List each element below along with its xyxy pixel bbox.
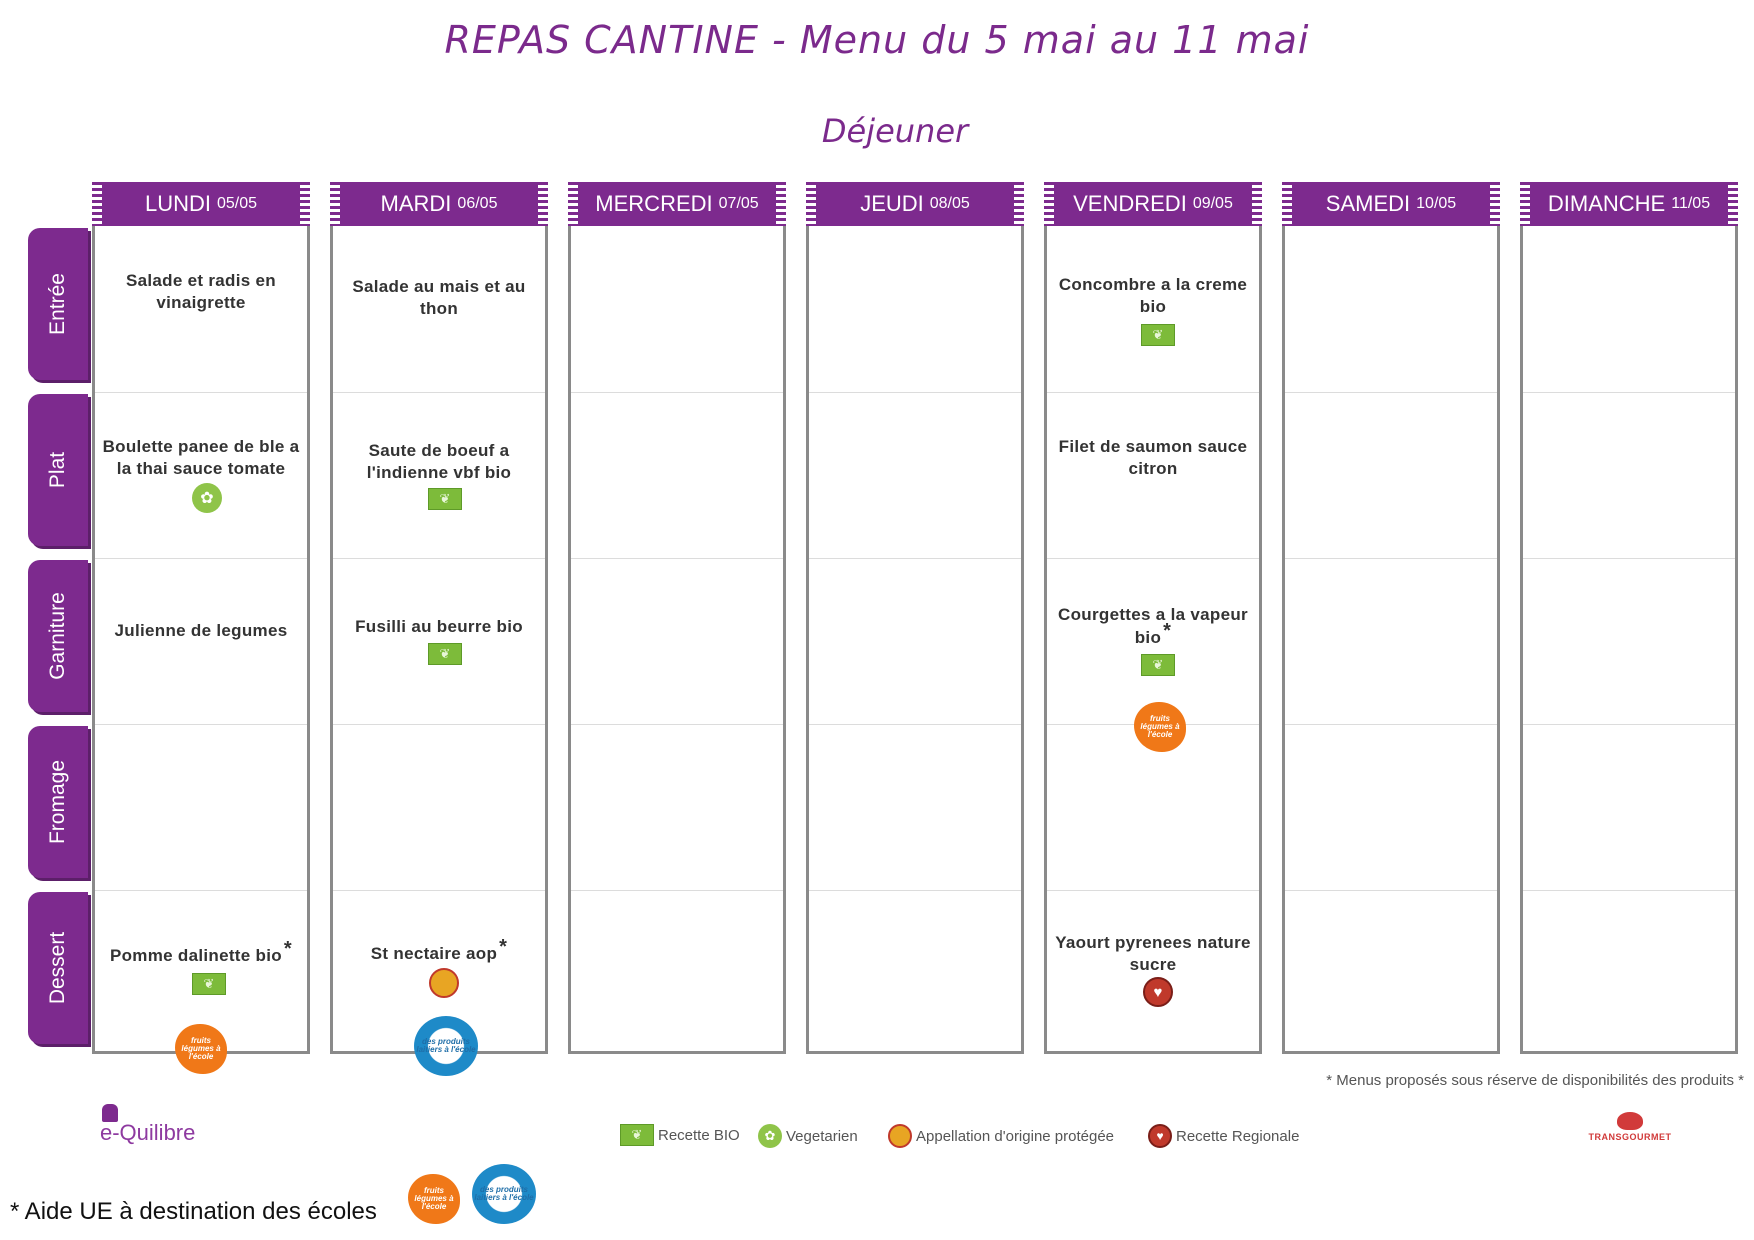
regional-icon: ♥ (1148, 1124, 1172, 1148)
day-header-dimanche: DIMANCHE 11/05 (1520, 182, 1738, 226)
day-name: MARDI (380, 191, 452, 216)
eu-aid-star: * (1163, 620, 1172, 642)
dish-vendredi-entree: Concombre a la creme bio (1058, 275, 1248, 316)
dish-lundi-plat: Boulette panee de ble a la thai sauce to… (102, 437, 300, 478)
page-title: REPAS CANTINE - Menu du 5 mai au 11 mai (444, 18, 1310, 62)
day-date: 10/05 (1416, 195, 1457, 212)
day-date: 08/05 (929, 195, 970, 212)
fruits-legumes-logo: fruits légumes à l'école (175, 1024, 227, 1074)
dish-mardi-dessert: St nectaire aop * (339, 936, 539, 965)
eu-aid-note: * Aide UE à destination des écoles (10, 1198, 377, 1225)
day-header-lundi: LUNDI 05/05 (92, 182, 310, 226)
day-name: DIMANCHE (1547, 191, 1666, 216)
category-label: Fromage (46, 759, 69, 845)
day-date: 07/05 (718, 195, 759, 212)
category-label: Garniture (46, 592, 69, 680)
bio-leaf-icon: ❦ (1141, 324, 1175, 346)
category-tab-fromage: Fromage (28, 726, 88, 878)
brand-right-text: TRANSGOURMET (1588, 1132, 1672, 1142)
dish-lundi-dessert: Pomme dalinette bio * (101, 938, 301, 967)
transgourmet-mark-icon (1617, 1112, 1643, 1130)
legend-bio: ❦ Recette BIO (620, 1124, 740, 1146)
dish-mardi-garniture: Fusilli au beurre bio (355, 617, 523, 636)
transgourmet-logo: TRANSGOURMET (1588, 1112, 1672, 1142)
day-header-jeudi: JEUDI 08/05 (806, 182, 1024, 226)
availability-note: * Menus proposés sous réserve de disponi… (1326, 1072, 1744, 1089)
day-header-samedi: SAMEDI 10/05 (1282, 182, 1500, 226)
legend-veg: ✿ Vegetarien (758, 1124, 858, 1148)
category-tab-entree: Entrée (28, 228, 88, 380)
produits-laitiers-logo: des produits laitiers à l'école (472, 1164, 536, 1224)
category-tab-garniture: Garniture (28, 560, 88, 712)
day-name: MERCREDI (595, 191, 713, 216)
category-tab-plat: Plat (28, 394, 88, 546)
category-tab-dessert: Dessert (28, 892, 88, 1044)
bio-leaf-icon: ❦ (1141, 654, 1175, 676)
dish-mardi-plat: Saute de boeuf a l'indienne vbf bio (366, 441, 512, 482)
legend-veg-label: Vegetarien (786, 1127, 858, 1145)
bio-leaf-icon: ❦ (192, 973, 226, 995)
regional-icon: ♥ (1143, 977, 1173, 1007)
day-date: 05/05 (216, 195, 258, 212)
dish-vendredi-dessert: Yaourt pyrenees nature sucre (1055, 933, 1251, 974)
dish-label: Courgettes a la vapeur bio (1058, 605, 1248, 647)
aop-icon (888, 1124, 912, 1148)
day-date: 06/05 (457, 195, 498, 212)
fruits-legumes-logo: fruits légumes à l'école (408, 1174, 460, 1224)
day-name: JEUDI (860, 191, 924, 216)
day-column-mercredi (568, 226, 786, 1054)
dish-vendredi-plat: Filet de saumon sauce citron (1058, 437, 1248, 478)
bio-leaf-icon: ❦ (428, 488, 462, 510)
eu-aid-star: * (499, 936, 508, 958)
meal-subtitle: Déjeuner (821, 112, 969, 150)
legend-aop: Appellation d'origine protégée (888, 1124, 1114, 1148)
category-label: Entrée (46, 273, 69, 335)
dish-lundi-entree: Salade et radis en vinaigrette (126, 271, 276, 312)
vegetarian-icon: ✿ (758, 1124, 782, 1148)
day-header-mercredi: MERCREDI 07/05 (568, 182, 786, 226)
day-column-lundi (92, 226, 310, 1054)
legend-aop-label: Appellation d'origine protégée (916, 1127, 1115, 1145)
day-column-dimanche (1520, 226, 1738, 1054)
day-column-vendredi (1044, 226, 1262, 1054)
aop-icon (429, 968, 459, 998)
day-date: 11/05 (1671, 195, 1711, 212)
dish-label: Pomme dalinette bio (109, 946, 282, 965)
e-quilibre-logo: e-Quilibre (100, 1104, 196, 1146)
legend-regional: ♥ Recette Regionale (1148, 1124, 1299, 1148)
bio-leaf-icon: ❦ (428, 643, 462, 665)
dish-label: St nectaire aop (370, 944, 498, 963)
day-name: LUNDI (144, 191, 211, 216)
bio-leaf-icon: ❦ (620, 1124, 654, 1146)
day-header-mardi: MARDI 06/05 (330, 182, 548, 226)
day-column-samedi (1282, 226, 1500, 1054)
legend-regional-label: Recette Regionale (1176, 1127, 1300, 1145)
legend-bio-label: Recette BIO (658, 1126, 740, 1144)
fruits-legumes-logo: fruits légumes à l'école (1134, 702, 1186, 752)
dish-vendredi-garniture: Courgettes a la vapeur bio * (1053, 604, 1253, 649)
dish-mardi-entree: Salade au mais et au thon (352, 277, 526, 318)
chef-hat-icon (102, 1104, 118, 1122)
eu-aid-star: * (283, 938, 293, 960)
category-label: Dessert (46, 931, 69, 1005)
day-column-mardi (330, 226, 548, 1054)
day-name: VENDREDI (1073, 191, 1187, 216)
brand-left-text: e-Quilibre (100, 1120, 196, 1145)
day-header-vendredi: VENDREDI 09/05 (1044, 182, 1262, 226)
vegetarian-icon: ✿ (192, 483, 222, 513)
produits-laitiers-logo: des produits laitiers à l'école (414, 1016, 478, 1076)
day-column-jeudi (806, 226, 1024, 1054)
day-name: SAMEDI (1325, 191, 1411, 216)
category-label: Plat (46, 451, 69, 489)
day-date: 09/05 (1192, 195, 1233, 212)
dish-lundi-garniture: Julienne de legumes (114, 621, 288, 640)
